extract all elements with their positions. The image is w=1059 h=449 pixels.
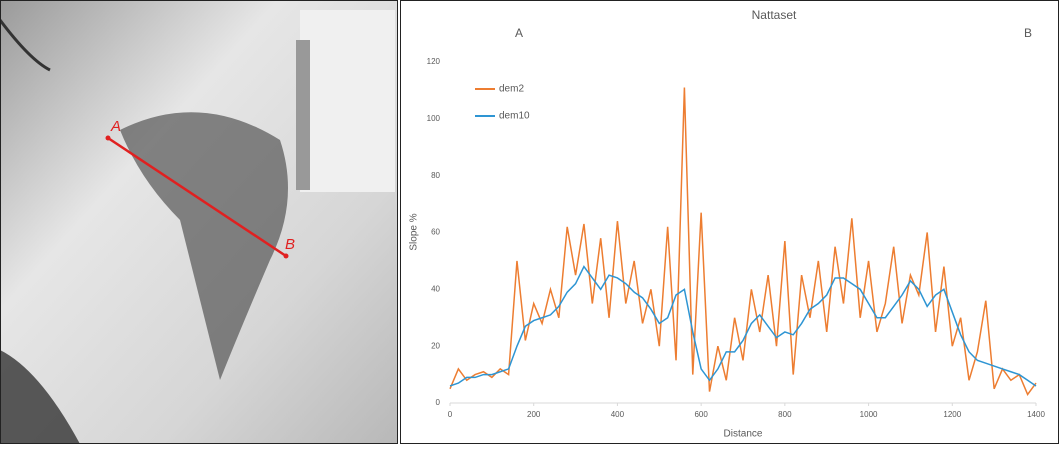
x-tick-label: 1000 [860, 410, 878, 419]
x-tick-label: 200 [527, 410, 541, 419]
x-tick-label: 1200 [943, 410, 961, 419]
y-tick-label: 120 [427, 57, 441, 66]
y-tick-label: 20 [431, 341, 440, 350]
ridge [0, 19, 51, 72]
y-tick-label: 80 [431, 171, 440, 180]
pixel-patch [300, 10, 395, 192]
series-line [449, 87, 1037, 396]
y-tick-label: 60 [431, 228, 440, 237]
profile-end [283, 253, 289, 259]
legend-label: dem10 [499, 111, 530, 122]
map: A B [0, 0, 398, 444]
chart-title: Nattaset [752, 8, 797, 22]
annotation: B [1024, 26, 1032, 40]
map-label: A [110, 118, 121, 135]
y-tick-label: 100 [427, 114, 441, 123]
profile-start [105, 135, 111, 141]
profile-line [107, 136, 287, 258]
y-tick-label: 40 [431, 284, 440, 293]
legend-label: dem2 [499, 84, 524, 95]
x-tick-label: 400 [611, 410, 625, 419]
x-axis-label: Distance [724, 429, 763, 440]
x-tick-label: 600 [694, 410, 708, 419]
dark-slope [120, 112, 288, 380]
x-tick-label: 800 [778, 410, 792, 419]
annotation: A [515, 26, 523, 40]
map-label: B [285, 236, 295, 253]
chart-frame [400, 0, 1059, 444]
pixel-strip [296, 40, 310, 190]
y-tick-label: 0 [436, 398, 441, 407]
y-axis-label: Slope % [409, 213, 420, 250]
x-tick-label: 0 [448, 410, 453, 419]
series-line [449, 265, 1037, 387]
x-tick-label: 1400 [1027, 410, 1045, 419]
dark-valley [0, 350, 80, 444]
